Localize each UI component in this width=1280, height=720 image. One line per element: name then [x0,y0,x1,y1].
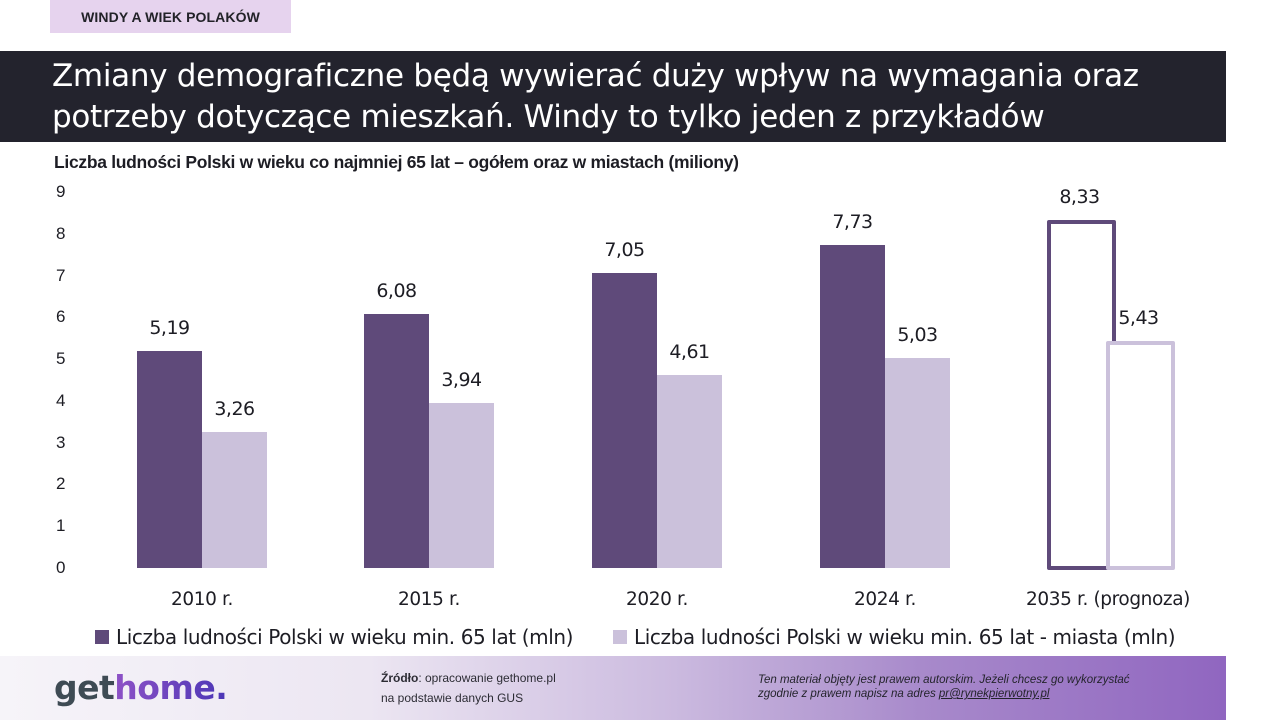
chart-title: Liczba ludności Polski w wieku co najmni… [54,152,739,172]
y-tick-label: 5 [56,349,66,369]
source-note: Źródło: opracowanie gethome.pl na podsta… [381,668,556,708]
source-text: : opracowanie gethome.pl [418,671,556,685]
copyright-note: Ten materiał objęty jest prawem autorski… [758,673,1130,701]
y-tick-label: 6 [56,307,66,327]
y-tick-label: 0 [56,558,66,577]
data-label: 5,03 [897,323,938,346]
source-label: Źródło [381,671,419,685]
data-label: 8,33 [1059,185,1100,208]
legend-swatch-light-icon [613,630,628,644]
page-title-line-1: Zmiany demograficzne będą wywierać duży … [52,58,1139,94]
section-tag-label: WINDY A WIEK POLAKÓW [81,8,260,25]
y-tick-label: 8 [56,223,66,243]
copyright-line-2: zgodnie z prawem napisz na adres [758,688,939,700]
data-label: 3,94 [441,369,482,392]
bar-total-4 [1047,219,1116,570]
chart-legend: Liczba ludności Polski w wieku min. 65 l… [95,625,1215,649]
page-title: Zmiany demograficzne będą wywierać duży … [52,56,1222,138]
x-tick-label: 2035 r. (prognoza) [1026,589,1190,610]
legend-label-cities: Liczba ludności Polski w wieku min. 65 l… [634,625,1176,649]
y-tick-label: 3 [56,432,66,452]
copyright-line-1: Ten materiał objęty jest prawem autorski… [758,674,1130,686]
bar-cities-2 [657,375,722,568]
y-tick-label: 4 [56,390,66,410]
legend-label-total: Liczba ludności Polski w wieku min. 65 l… [116,625,574,649]
data-label: 5,43 [1118,307,1159,330]
copyright-email-link[interactable]: pr@rynekpierwotny.pl [938,688,1050,700]
legend-swatch-dark-icon [95,630,109,644]
logo-part-get: get [54,668,115,707]
source-line-2: na podstawie danych GUS [381,691,524,705]
y-axis: 0 1 2 3 4 5 6 7 8 9 [50,0,80,720]
bar-total-1 [364,313,429,568]
logo-part-home: home. [114,668,228,707]
y-tick-label: 7 [56,265,66,285]
data-label: 3,26 [214,397,255,420]
data-label: 6,08 [376,279,417,302]
y-tick-label: 2 [56,474,66,494]
legend-item-cities: Liczba ludności Polski w wieku min. 65 l… [613,625,1176,649]
data-label: 4,61 [669,341,710,364]
bar-cities-0 [202,431,267,568]
data-label: 5,19 [149,317,190,340]
gethome-logo: gethome. [54,668,228,707]
y-tick-label: 1 [56,516,66,536]
page-title-line-2: potrzeby dotyczące mieszkań. Windy to ty… [52,99,1045,135]
bar-total-2 [592,273,657,568]
data-label: 7,05 [604,239,645,262]
x-tick-label: 2010 r. [171,589,233,610]
bar-cities-3 [885,357,950,568]
bar-cities-1 [429,403,494,568]
data-label: 7,73 [832,211,873,234]
section-tag: WINDY A WIEK POLAKÓW [50,0,291,33]
title-banner: Zmiany demograficzne będą wywierać duży … [0,51,1226,142]
x-tick-label: 2024 r. [854,589,916,610]
x-tick-label: 2020 r. [626,589,688,610]
legend-item-total: Liczba ludności Polski w wieku min. 65 l… [95,625,573,649]
bar-cities-4 [1106,341,1175,570]
footer: gethome. Źródło: opracowanie gethome.pl … [0,656,1226,720]
bar-total-3 [820,245,885,568]
x-tick-label: 2015 r. [398,589,460,610]
bar-total-0 [137,351,202,568]
y-tick-label: 9 [56,182,66,201]
